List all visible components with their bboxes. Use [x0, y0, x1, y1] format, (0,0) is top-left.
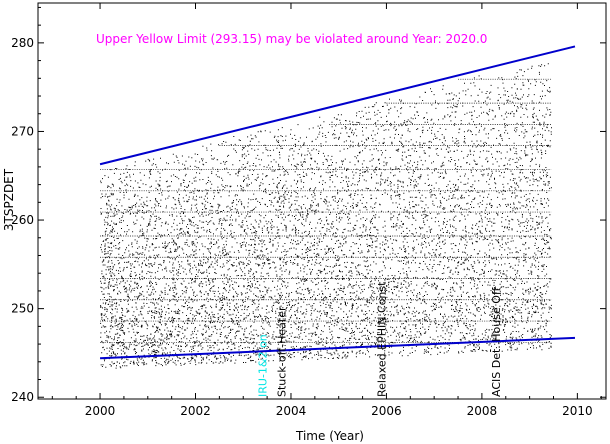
x-tick-label: 2010: [562, 404, 593, 418]
y-tick-label: 260: [11, 213, 34, 227]
limit-annotation: Upper Yellow Limit (293.15) may be viola…: [96, 32, 487, 46]
event-label: ACIS Det. House Off: [490, 287, 503, 397]
event-markers: IRU-1&2 on Stuck-off-Heater Relaxed EPHIN …: [256, 278, 503, 397]
x-tick-label: 2000: [85, 404, 116, 418]
plot-frame: [37, 2, 607, 400]
x-tick-label: 2006: [371, 404, 402, 418]
y-tick-label: 240: [11, 390, 34, 404]
scatter-points: [100, 63, 552, 369]
y-tick-label: 250: [11, 302, 34, 316]
y-axis-label: 3TSPZDET: [2, 168, 16, 231]
data-points: [100, 63, 552, 369]
x-tick-label: 2002: [180, 404, 211, 418]
x-tick-label: 2004: [276, 404, 307, 418]
event-label: IRU-1&2 on: [256, 334, 269, 397]
y-tick-label: 280: [11, 36, 34, 50]
y-tick-label: 270: [11, 124, 34, 138]
upper-trend-line: [99, 45, 576, 166]
lower-trend-line: [100, 336, 576, 360]
x-axis-label: Time (Year): [295, 429, 364, 443]
event-label: Relaxed EPHIN Const.: [376, 278, 389, 397]
x-axis: 2000 2002 2004 2006 2008 2010: [51, 3, 602, 418]
level-lines: [100, 78, 552, 343]
trend-lines: [99, 45, 576, 360]
event-label: Stuck-off-Heater: [275, 306, 288, 397]
y-axis: 240 250 260 270 280: [11, 6, 606, 404]
x-tick-label: 2008: [467, 404, 498, 418]
